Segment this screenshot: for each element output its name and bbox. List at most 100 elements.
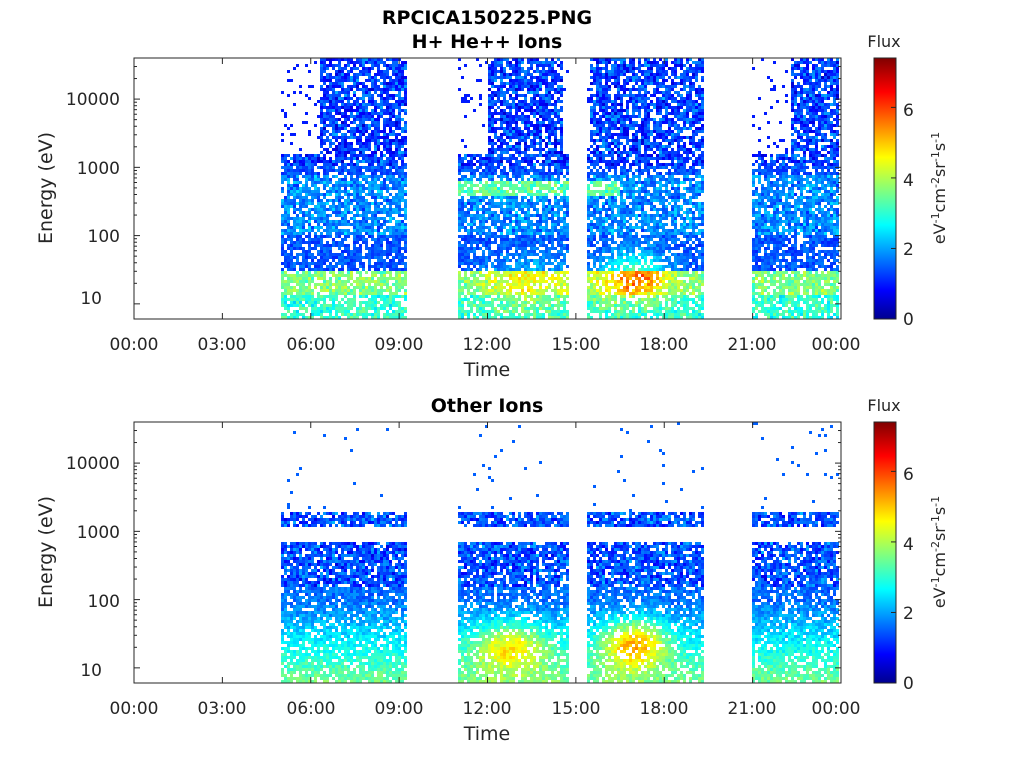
heatmap-cell xyxy=(548,307,551,310)
heatmap-cell xyxy=(530,202,533,205)
heatmap-cell xyxy=(311,253,314,256)
heatmap-cell xyxy=(476,304,479,307)
heatmap-cell xyxy=(539,115,542,118)
heatmap-cell xyxy=(497,226,500,229)
heatmap-cell xyxy=(329,61,332,64)
heatmap-cell xyxy=(539,136,542,139)
heatmap-cell xyxy=(374,307,377,310)
heatmap-cell xyxy=(359,214,362,217)
heatmap-cell xyxy=(326,283,329,286)
heatmap-cell xyxy=(371,61,374,64)
heatmap-cell xyxy=(401,286,404,289)
heatmap-cell xyxy=(494,151,497,154)
heatmap-cell xyxy=(338,259,341,262)
heatmap-cell xyxy=(494,166,497,169)
heatmap-cell xyxy=(368,136,371,139)
heatmap-cell xyxy=(383,268,386,271)
heatmap-cell xyxy=(464,244,467,247)
heatmap-cell xyxy=(536,262,539,265)
heatmap-cell xyxy=(530,214,533,217)
heatmap-cell xyxy=(587,280,590,283)
heatmap-cell xyxy=(515,175,518,178)
heatmap-cell xyxy=(497,85,500,88)
heatmap-cell xyxy=(335,118,338,121)
heatmap-cell xyxy=(551,208,554,211)
heatmap-cell xyxy=(368,124,371,127)
heatmap-cell xyxy=(470,97,473,100)
heatmap-cell xyxy=(335,244,338,247)
heatmap-cell xyxy=(386,73,389,76)
heatmap-cell xyxy=(470,199,473,202)
heatmap-cell xyxy=(590,196,593,199)
heatmap-cell xyxy=(371,175,374,178)
heatmap-cell xyxy=(551,187,554,190)
heatmap-cell xyxy=(404,289,407,292)
heatmap-cell xyxy=(368,118,371,121)
heatmap-cell xyxy=(554,292,557,295)
heatmap-cell xyxy=(374,199,377,202)
heatmap-cell xyxy=(383,76,386,79)
heatmap-cell xyxy=(299,181,302,184)
heatmap-cell xyxy=(365,208,368,211)
heatmap-cell xyxy=(335,262,338,265)
heatmap-cell xyxy=(356,313,359,316)
heatmap-cell xyxy=(494,142,497,145)
heatmap-cell xyxy=(554,184,557,187)
heatmap-cell xyxy=(536,226,539,229)
heatmap-cell xyxy=(308,217,311,220)
heatmap-cell xyxy=(323,133,326,136)
heatmap-cell xyxy=(497,88,500,91)
heatmap-cell xyxy=(488,136,491,139)
heatmap-cell xyxy=(515,79,518,82)
heatmap-cell xyxy=(566,202,569,205)
heatmap-cell xyxy=(392,151,395,154)
heatmap-cell xyxy=(335,316,338,319)
heatmap-cell xyxy=(506,223,509,226)
heatmap-cell xyxy=(461,214,464,217)
heatmap-cell xyxy=(482,220,485,223)
heatmap-cell xyxy=(332,274,335,277)
heatmap-cell xyxy=(518,235,521,238)
heatmap-cell xyxy=(392,262,395,265)
heatmap-cell xyxy=(359,160,362,163)
heatmap-cell xyxy=(347,169,350,172)
heatmap-cell xyxy=(527,118,530,121)
heatmap-cell xyxy=(458,193,461,196)
heatmap-cell xyxy=(398,73,401,76)
heatmap-cell xyxy=(332,163,335,166)
heatmap-cell xyxy=(590,118,593,121)
heatmap-cell xyxy=(389,193,392,196)
heatmap-cell xyxy=(527,190,530,193)
heatmap-cell xyxy=(374,295,377,298)
heatmap-cell xyxy=(503,280,506,283)
heatmap-cell xyxy=(476,247,479,250)
heatmap-cell xyxy=(398,145,401,148)
heatmap-cell xyxy=(383,274,386,277)
heatmap-cell xyxy=(533,103,536,106)
heatmap-cell xyxy=(359,286,362,289)
heatmap-cell xyxy=(335,130,338,133)
heatmap-cell xyxy=(341,217,344,220)
heatmap-cell xyxy=(458,283,461,286)
heatmap-cell xyxy=(536,181,539,184)
heatmap-cell xyxy=(521,256,524,259)
heatmap-cell xyxy=(362,265,365,268)
heatmap-cell xyxy=(359,226,362,229)
heatmap-cell xyxy=(380,304,383,307)
heatmap-cell xyxy=(329,133,332,136)
heatmap-cell xyxy=(512,166,515,169)
heatmap-cell xyxy=(350,154,353,157)
heatmap-cell xyxy=(314,298,317,301)
heatmap-cell xyxy=(491,82,494,85)
heatmap-cell xyxy=(311,217,314,220)
heatmap-cell xyxy=(473,253,476,256)
heatmap-cell xyxy=(377,307,380,310)
heatmap-cell xyxy=(320,217,323,220)
heatmap-cell xyxy=(377,94,380,97)
heatmap-cell xyxy=(533,94,536,97)
heatmap-cell xyxy=(527,229,530,232)
heatmap-cell xyxy=(284,178,287,181)
heatmap-cell xyxy=(335,169,338,172)
heatmap-cell xyxy=(479,313,482,316)
heatmap-cell xyxy=(377,58,380,61)
